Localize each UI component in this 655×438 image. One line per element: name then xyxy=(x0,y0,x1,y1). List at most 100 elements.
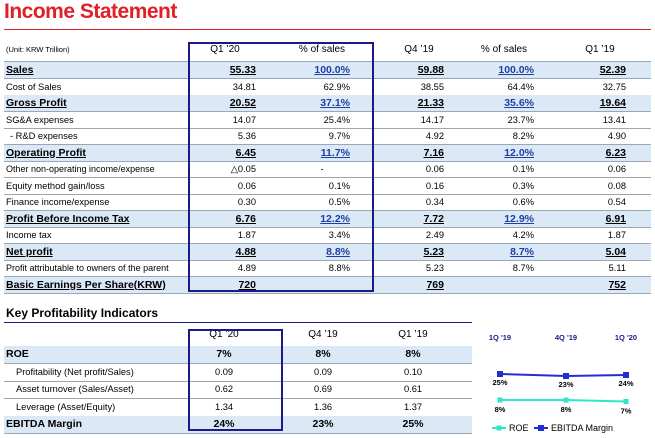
row-label: Basic Earnings Per Share(KRW) xyxy=(6,278,166,291)
kpi-cell: 24% xyxy=(213,418,235,430)
table-cell: 2.49 xyxy=(425,230,444,240)
table-row: Cost of Sales 34.81 62.9% 38.55 64.4% 32.75 xyxy=(4,79,651,96)
title-divider xyxy=(4,29,651,30)
table-cell: 62.9% xyxy=(323,81,350,92)
table-cell: 8.8% xyxy=(328,263,350,273)
table-cell: 7.72 xyxy=(423,212,444,225)
table-cell: 6.45 xyxy=(235,146,256,159)
table-cell: 12.2% xyxy=(320,212,350,225)
table-cell: 0.34 xyxy=(425,197,444,207)
row-divider xyxy=(4,398,472,399)
table-cell: 21.33 xyxy=(417,97,444,109)
ebitda-data-label: 25% xyxy=(492,378,507,387)
table-row: Basic Earnings Per Share(KRW) 720 769 752 xyxy=(4,276,651,293)
table-cell: 769 xyxy=(426,278,444,291)
ebitda-point xyxy=(563,373,569,379)
legend-ebitda-marker xyxy=(538,425,544,431)
row-label: - R&D expenses xyxy=(10,131,78,141)
row-divider xyxy=(4,380,472,382)
kpi-label: Profitability (Net profit/Sales) xyxy=(16,366,134,377)
table-cell: 13.41 xyxy=(602,114,626,125)
table-cell: 5.23 xyxy=(425,263,444,273)
column-header: Q4 ’19 xyxy=(404,44,434,55)
x-tick-label: 1Q '19 xyxy=(489,333,511,342)
roe-line xyxy=(500,399,627,403)
table-cell: 0.08 xyxy=(607,180,626,191)
table-cell: 12.9% xyxy=(504,212,534,225)
column-header: Q4 ’19 xyxy=(308,329,338,340)
table-cell: 14.17 xyxy=(420,114,444,125)
row-label: Net profit xyxy=(6,245,53,258)
column-header: Q1 ’20 xyxy=(209,329,239,340)
kpi-cell: 23% xyxy=(312,418,334,430)
kpi-label: EBITDA Margin xyxy=(6,418,83,430)
legend-label: EBITDA Margin xyxy=(551,423,613,433)
kpi-cell: 7% xyxy=(216,348,232,360)
table-cell: 4.90 xyxy=(607,131,626,141)
row-label: Income tax xyxy=(6,230,52,240)
header-divider xyxy=(4,61,651,62)
table-cell: 4.88 xyxy=(235,245,256,258)
table-cell: 23.7% xyxy=(507,114,534,125)
row-divider xyxy=(4,127,651,129)
kpi-cell: 0.62 xyxy=(214,384,234,394)
table-cell: 55.33 xyxy=(229,64,256,76)
table-cell: 25.4% xyxy=(323,114,350,125)
kpi-cell: 0.09 xyxy=(214,366,234,377)
table-row: Equity method gain/loss 0.06 0.1% 0.16 0.3% 0… xyxy=(4,178,651,195)
table-cell: 8.7% xyxy=(510,245,534,258)
kpi-row: Leverage (Asset/Equity) 1.34 1.36 1.37 xyxy=(4,399,472,417)
table-cell: 5.23 xyxy=(423,245,444,258)
x-tick-label: 1Q '20 xyxy=(615,333,637,342)
table-cell: 8.2% xyxy=(512,131,534,141)
table-cell: 37.1% xyxy=(320,97,350,109)
row-divider xyxy=(4,111,651,112)
roe-point xyxy=(623,399,629,404)
kpi-cell: 8% xyxy=(315,348,331,360)
row-divider xyxy=(4,193,651,195)
table-cell: 11.7% xyxy=(320,146,350,159)
table-row: - R&D expenses 5.36 9.7% 4.92 8.2% 4.90 xyxy=(4,128,651,145)
kpi-row: ROE 7% 8% 8% xyxy=(4,346,472,364)
table-cell: 0.06 xyxy=(425,164,444,174)
roe-data-label: 7% xyxy=(621,407,632,416)
table-cell: 12.0% xyxy=(504,146,534,159)
table-cell: 5.11 xyxy=(608,263,626,273)
table-row: Sales 55.33 100.0% 59.88 100.0% 52.39 xyxy=(4,62,651,79)
row-label: SG&A expenses xyxy=(6,114,74,125)
table-cell: 4.2% xyxy=(512,230,534,240)
roe-data-label: 8% xyxy=(495,405,506,414)
table-cell: 3.4% xyxy=(328,230,350,240)
table-row: Income tax 1.87 3.4% 2.49 4.2% 1.87 xyxy=(4,227,651,244)
legend-roe-marker xyxy=(496,425,502,431)
table-cell: 0.1% xyxy=(328,180,350,191)
table-row: Profit attributable to owners of the par… xyxy=(4,260,651,277)
table-cell: 4.92 xyxy=(425,131,444,141)
table-cell: 0.16 xyxy=(425,180,444,191)
table-cell: 0.06 xyxy=(237,180,256,191)
roe-point xyxy=(563,397,569,403)
table-cell: 14.07 xyxy=(232,114,256,125)
kpi-label: Leverage (Asset/Equity) xyxy=(16,401,116,412)
table-cell: 8.7% xyxy=(512,263,534,273)
row-divider xyxy=(4,177,651,178)
table-cell: 5.04 xyxy=(605,245,626,258)
table-row: Profit Before Income Tax 6.76 12.2% 7.72 12.… xyxy=(4,210,651,227)
table-cell: 0.6% xyxy=(512,197,534,207)
legend-label: ROE xyxy=(509,423,529,433)
row-label: Sales xyxy=(6,64,34,76)
row-label: Profit Before Income Tax xyxy=(6,212,130,225)
column-header: % of sales xyxy=(298,44,346,55)
kpi-cell: 25% xyxy=(402,418,424,430)
table-cell: 64.4% xyxy=(507,81,534,92)
table-cell: 6.23 xyxy=(605,146,626,159)
table-cell: 0.3% xyxy=(512,180,534,191)
row-divider xyxy=(4,226,651,228)
table-cell: 0.30 xyxy=(237,197,256,207)
table-cell: 20.52 xyxy=(229,97,256,109)
table-cell: 100.0% xyxy=(498,64,534,76)
kpi-label: ROE xyxy=(6,348,29,360)
row-label: Operating Profit xyxy=(6,146,86,159)
table-cell: 0.5% xyxy=(328,197,350,207)
table-row: Gross Profit 20.52 37.1% 21.33 35.6% 19.64 xyxy=(4,95,651,112)
